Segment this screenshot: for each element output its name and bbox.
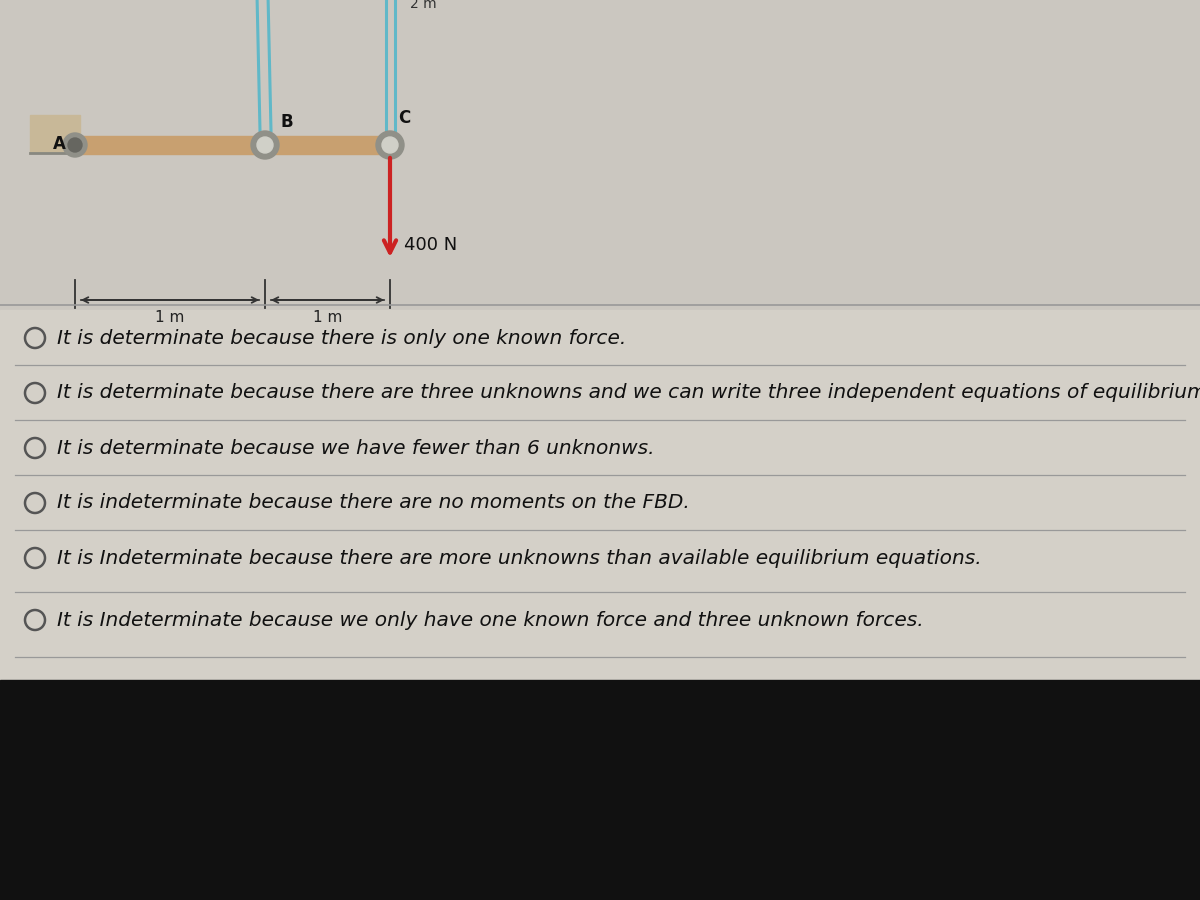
Text: 1 m: 1 m [155, 310, 185, 325]
Text: It is indeterminate because there are no moments on the FBD.: It is indeterminate because there are no… [58, 493, 690, 512]
Text: It is determinate because there is only one known force.: It is determinate because there is only … [58, 328, 626, 347]
Text: It is Indeterminate because we only have one known force and three unknown force: It is Indeterminate because we only have… [58, 610, 924, 629]
Circle shape [64, 133, 88, 157]
Text: It is determinate because there are three unknowns and we can write three indepe: It is determinate because there are thre… [58, 383, 1200, 402]
Text: 1 m: 1 m [313, 310, 342, 325]
Text: 2 m: 2 m [410, 0, 437, 11]
Bar [30, 115, 80, 153]
Text: C: C [398, 109, 410, 127]
Bar [74, 136, 390, 154]
Circle shape [68, 138, 82, 152]
Circle shape [251, 131, 278, 159]
Bar [0, 680, 1200, 900]
Circle shape [382, 137, 398, 153]
Text: 400 N: 400 N [404, 236, 457, 254]
Text: B: B [280, 113, 293, 131]
Circle shape [376, 131, 404, 159]
Text: A: A [53, 135, 66, 153]
Text: It is Indeterminate because there are more unknowns than available equilibrium e: It is Indeterminate because there are mo… [58, 548, 982, 568]
Text: It is determinate because we have fewer than 6 unknonws.: It is determinate because we have fewer … [58, 438, 654, 457]
Circle shape [257, 137, 274, 153]
Bar [0, 310, 1200, 770]
